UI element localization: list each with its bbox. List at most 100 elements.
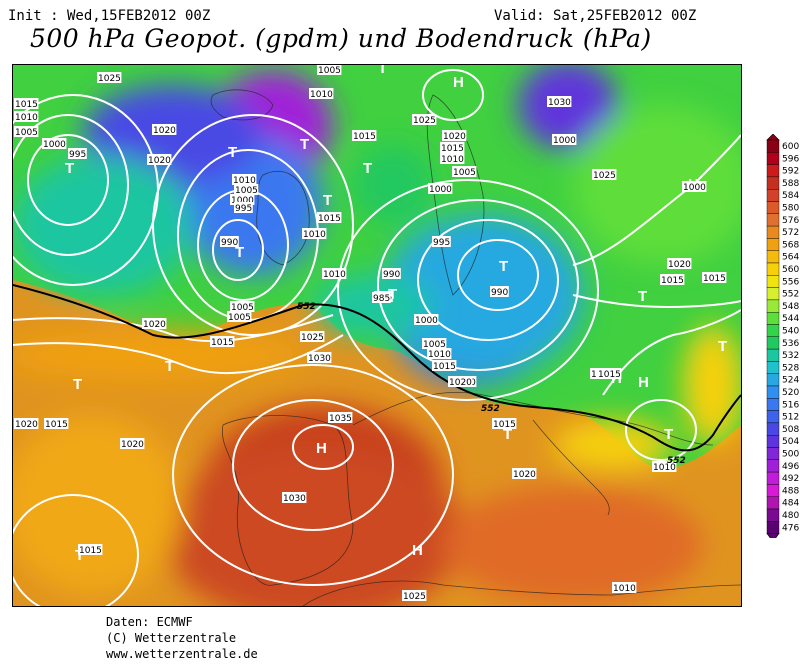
- legend-swatch: [766, 238, 780, 251]
- isobar-label-bg: [427, 348, 452, 359]
- isobar-label-bg: [422, 338, 447, 349]
- low-pressure-center: T: [65, 160, 74, 177]
- low-pressure-center: T: [503, 426, 512, 443]
- low-pressure-center: T: [664, 426, 673, 443]
- isobar-label: 1005: [453, 168, 476, 178]
- legend-swatch: [766, 348, 780, 362]
- isobar-label: 1015: [211, 338, 234, 348]
- legend-value: 484: [782, 499, 799, 509]
- isobar: [572, 134, 741, 266]
- isobar-label: 995: [69, 150, 86, 160]
- isobar-label-bg: [512, 468, 537, 479]
- isobar-label-bg: [230, 194, 255, 205]
- isobar-label-bg: [227, 311, 252, 322]
- isobar: [13, 334, 344, 375]
- legend-swatch: [766, 385, 780, 399]
- isobar: [337, 179, 599, 401]
- legend-value: 552: [782, 290, 799, 300]
- isobar-label: 1005: [423, 340, 446, 350]
- legend-value: 556: [782, 277, 799, 287]
- isobar-label-bg: [97, 72, 122, 83]
- legend-value: 492: [782, 474, 799, 484]
- legend-value: 500: [782, 450, 799, 460]
- legend-swatch: [766, 484, 780, 497]
- legend-value: 544: [782, 314, 799, 324]
- isobar-label: 1010: [310, 90, 333, 100]
- legend-swatch: [766, 213, 780, 227]
- isobar-label: 990: [491, 288, 508, 298]
- legend-value: 580: [782, 204, 799, 214]
- isobar-label: 1030: [548, 98, 571, 108]
- isobar-label: 1020: [15, 420, 38, 430]
- isobar-label-bg: [552, 134, 577, 145]
- isobar-label: 1010: [613, 584, 636, 594]
- isobar-label-bg: [432, 236, 451, 247]
- high-pressure-center: H: [316, 440, 327, 457]
- isobar: [377, 199, 579, 371]
- legend-swatch: [766, 398, 780, 411]
- isobar-label-bg: [44, 418, 69, 429]
- legend-value: 520: [782, 388, 799, 398]
- isobar-label: 1015: [703, 274, 726, 284]
- isobar-label-bg: [597, 368, 622, 379]
- isobar-label: 1010: [303, 230, 326, 240]
- isobar: [232, 399, 394, 531]
- isobar-label-bg: [432, 360, 457, 371]
- isobar: [172, 364, 454, 586]
- coast-italy: [532, 419, 610, 516]
- isobar-label-bg: [547, 96, 572, 107]
- isobar-label: 1020: [143, 320, 166, 330]
- low-pressure-center: T: [228, 144, 237, 161]
- isobar-label: 1005: [228, 313, 251, 323]
- isobar-label-bg: [440, 153, 465, 164]
- isobar-label-bg: [440, 142, 465, 153]
- coast-iceland: [210, 89, 274, 121]
- legend-swatch: [766, 459, 780, 473]
- isobar-label: 1025: [593, 171, 616, 181]
- isobar-label-bg: [490, 286, 509, 297]
- isobar-label: 1010: [323, 270, 346, 280]
- isobar-label-bg: [142, 318, 167, 329]
- isobar-label: 1015: [598, 370, 621, 380]
- isobar: [13, 114, 129, 256]
- isobar-label: 1015: [353, 132, 376, 142]
- isobar-label-bg: [372, 292, 391, 303]
- isobar-label-bg: [428, 183, 453, 194]
- isobar-label-bg: [120, 438, 145, 449]
- isobar-label-bg: [234, 202, 253, 213]
- isobar-label-bg: [147, 154, 172, 165]
- color-scale-legend: 600 596 592 588 584 580 576 572 568 564 560 556 552 5…: [766, 134, 799, 538]
- low-pressure-center: T: [499, 258, 508, 275]
- geopotential-label: 552: [297, 302, 316, 312]
- credit-website[interactable]: www.wetterzentrale.de: [106, 647, 258, 661]
- isobar-label-bg: [14, 418, 39, 429]
- isobar-label: 1015: [493, 420, 516, 430]
- isobar-label-bg: [317, 65, 342, 75]
- legend-value: 540: [782, 327, 799, 337]
- isobar-label-bg: [42, 138, 67, 149]
- isobar: [422, 69, 484, 121]
- isobar-label-bg: [442, 130, 467, 141]
- isobar-label: 1000: [415, 316, 438, 326]
- legend-value: 496: [782, 462, 799, 472]
- isobar-label-bg: [412, 114, 437, 125]
- legend-value: 592: [782, 167, 799, 177]
- legend-swatch: [766, 435, 780, 448]
- low-pressure-center: T: [300, 136, 309, 153]
- legend-value: 576: [782, 216, 799, 226]
- isobar-label: 995: [235, 204, 252, 214]
- legend-value: 516: [782, 400, 799, 410]
- isobar-label: 995: [433, 238, 450, 248]
- legend-value: 532: [782, 351, 799, 361]
- isobar-label: 1025: [301, 333, 324, 343]
- legend-swatch: [766, 422, 780, 436]
- low-pressure-center: T: [718, 338, 727, 355]
- weather-map: TTTTTTTTTTTTTTTTHHHHHHH10251005101010051…: [12, 64, 742, 607]
- isobar-label-bg: [309, 88, 334, 99]
- isobar-label-bg: [592, 169, 617, 180]
- legend-arrow-bottom: [766, 533, 780, 538]
- isobar-label: 1015: [661, 276, 684, 286]
- isobar-label: 1005: [235, 186, 258, 196]
- isobar-label: 985: [373, 294, 390, 304]
- credit-copyright: (C) Wetterzentrale: [106, 631, 237, 645]
